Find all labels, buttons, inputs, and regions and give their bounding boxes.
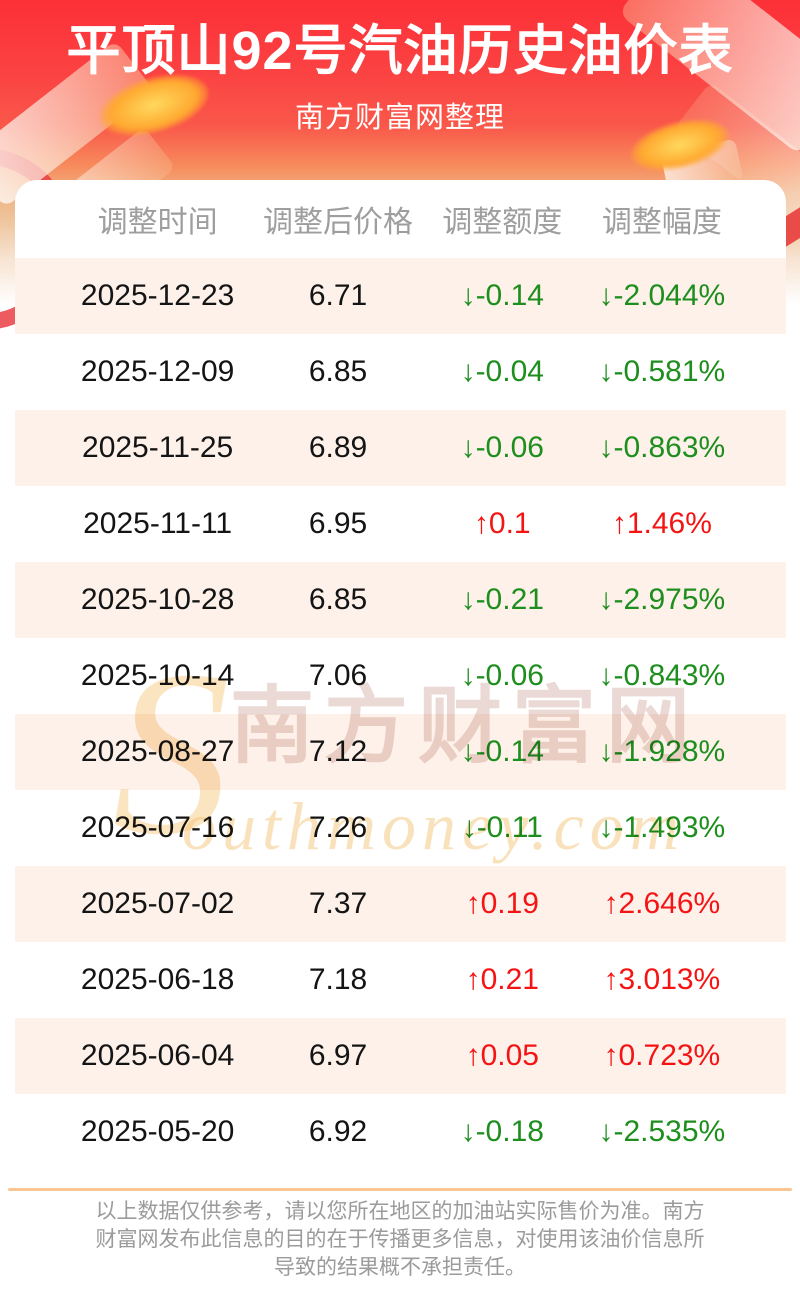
table-row: 2025-11-25 6.89 ↓-0.06 ↓-0.863% <box>15 410 786 486</box>
cell-adjust-amount: ↓-0.06 <box>460 431 544 464</box>
cell-adjust-amount: ↓-0.21 <box>460 583 544 616</box>
cell-adjust-date: 2025-11-25 <box>82 431 234 464</box>
cell-adjust-date: 2025-05-20 <box>80 1115 235 1148</box>
cell-adjust-rate: ↓-2.535% <box>598 1115 726 1148</box>
cell-adjust-amount: ↓-0.18 <box>460 1115 544 1148</box>
table-row: 2025-12-23 6.71 ↓-0.14 ↓-2.044% <box>15 258 786 334</box>
cell-adjust-date: 2025-06-04 <box>80 1039 235 1072</box>
table-row: 2025-06-04 6.97 ↑0.05 ↑0.723% <box>15 1018 786 1094</box>
cell-adjust-amount: ↓-0.14 <box>460 735 544 768</box>
cell-adjust-rate: ↓-2.044% <box>598 279 726 312</box>
table-row: 2025-07-02 7.37 ↑0.19 ↑2.646% <box>15 866 786 942</box>
cell-adjusted-price: 7.37 <box>308 887 368 920</box>
cell-adjust-amount: ↑0.19 <box>465 887 539 920</box>
cell-adjusted-price: 6.85 <box>308 355 368 388</box>
cell-adjust-date: 2025-07-02 <box>80 887 235 920</box>
cell-adjust-rate: ↓-0.843% <box>598 659 726 692</box>
table-row: 2025-10-14 7.06 ↓-0.06 ↓-0.843% <box>15 638 786 714</box>
table-row: 2025-05-20 6.92 ↓-0.18 ↓-2.535% <box>15 1094 786 1170</box>
table-row: 2025-07-16 7.26 ↓-0.11 ↓-1.493% <box>15 790 786 866</box>
cell-adjust-amount: ↓-0.11 <box>461 811 543 844</box>
table-row: 2025-12-09 6.85 ↓-0.04 ↓-0.581% <box>15 334 786 410</box>
cell-adjusted-price: 7.26 <box>308 811 368 844</box>
cell-adjust-date: 2025-10-14 <box>80 659 235 692</box>
cell-adjust-rate: ↓-0.581% <box>598 355 726 388</box>
cell-adjusted-price: 7.06 <box>308 659 368 692</box>
cell-adjust-date: 2025-12-23 <box>80 279 235 312</box>
cell-adjust-rate: ↓-1.928% <box>598 735 726 768</box>
cell-adjust-date: 2025-12-09 <box>80 355 235 388</box>
column-header-adjust-amount: 调整额度 <box>442 206 563 239</box>
cell-adjust-date: 2025-11-11 <box>83 507 233 540</box>
cell-adjusted-price: 6.92 <box>308 1115 368 1148</box>
cell-adjusted-price: 6.97 <box>308 1039 368 1072</box>
cell-adjust-rate: ↓-0.863% <box>598 431 726 464</box>
cell-adjust-amount: ↓-0.04 <box>460 355 544 388</box>
cell-adjust-amount: ↑0.05 <box>465 1039 539 1072</box>
table-row: 2025-06-18 7.18 ↑0.21 ↑3.013% <box>15 942 786 1018</box>
column-header-adjusted-price: 调整后价格 <box>263 206 414 239</box>
cell-adjusted-price: 7.12 <box>308 735 368 768</box>
table-header-row: 调整时间 调整后价格 调整额度 调整幅度 <box>15 180 786 258</box>
cell-adjusted-price: 6.95 <box>308 507 368 540</box>
cell-adjust-rate: ↑3.013% <box>603 963 721 996</box>
cell-adjust-rate: ↓-1.493% <box>598 811 726 844</box>
cell-adjust-amount: ↓-0.06 <box>460 659 544 692</box>
footer-divider-line <box>8 1188 792 1191</box>
page-subtitle: 南方财富网整理 <box>294 102 505 134</box>
cell-adjust-date: 2025-10-28 <box>80 583 235 616</box>
page-title: 平顶山92号汽油历史油价表 <box>66 21 734 81</box>
cell-adjust-date: 2025-07-16 <box>80 811 235 844</box>
table-row: 2025-10-28 6.85 ↓-0.21 ↓-2.975% <box>15 562 786 638</box>
cell-adjust-amount: ↓-0.14 <box>460 279 544 312</box>
table-row: 2025-08-27 7.12 ↓-0.14 ↓-1.928% <box>15 714 786 790</box>
cell-adjust-rate: ↑2.646% <box>603 887 721 920</box>
cell-adjust-rate: ↓-2.975% <box>598 583 726 616</box>
cell-adjust-date: 2025-06-18 <box>80 963 235 996</box>
price-table-card: 调整时间 调整后价格 调整额度 调整幅度 2025-12-23 6.71 ↓-0… <box>15 180 786 1170</box>
cell-adjusted-price: 7.18 <box>308 963 368 996</box>
cell-adjust-amount: ↑0.1 <box>473 507 531 540</box>
column-header-adjust-rate: 调整幅度 <box>601 206 722 239</box>
cell-adjusted-price: 6.89 <box>308 431 368 464</box>
table-rows: 2025-12-23 6.71 ↓-0.14 ↓-2.044% 2025-12-… <box>15 258 786 1170</box>
cell-adjust-rate: ↑1.46% <box>611 507 712 540</box>
column-header-adjust-time: 调整时间 <box>97 206 218 239</box>
cell-adjusted-price: 6.71 <box>308 279 368 312</box>
cell-adjust-date: 2025-08-27 <box>80 735 235 768</box>
table-row: 2025-11-11 6.95 ↑0.1 ↑1.46% <box>15 486 786 562</box>
cell-adjusted-price: 6.85 <box>308 583 368 616</box>
disclaimer-text: 以上数据仅供参考，请以您所在地区的加油站实际售价为准。南方财富网发布此信息的目的… <box>95 1200 705 1279</box>
cell-adjust-rate: ↑0.723% <box>603 1039 721 1072</box>
cell-adjust-amount: ↑0.21 <box>465 963 539 996</box>
